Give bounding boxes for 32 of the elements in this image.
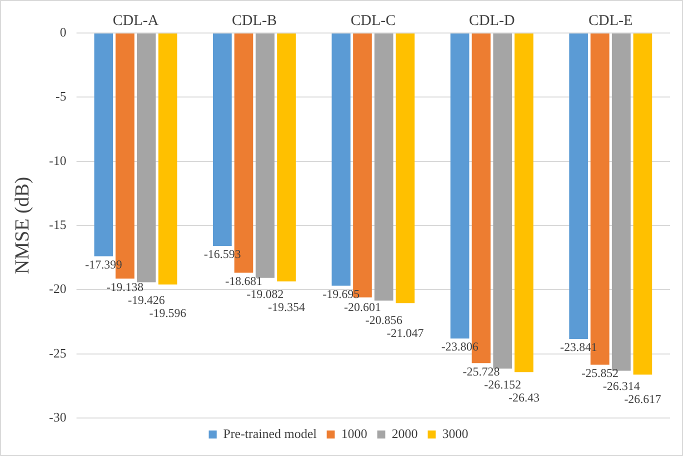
- x-tick-label: CDL-E: [588, 12, 633, 29]
- x-tick-label: CDL-A: [112, 12, 159, 29]
- data-label: -26.617: [624, 392, 662, 406]
- y-tick-label: -25: [48, 345, 66, 360]
- data-label: -26.314: [602, 378, 640, 393]
- data-label: -26.43: [508, 390, 540, 404]
- y-tick-label: -15: [48, 216, 66, 232]
- x-tick-label: CDL-D: [468, 12, 515, 29]
- data-label: -25.728: [462, 364, 500, 378]
- data-label: -19.354: [268, 300, 305, 314]
- y-tick-label: -10: [48, 152, 66, 168]
- y-tick-label: -5: [55, 88, 66, 104]
- legend-label: 1000: [341, 426, 368, 441]
- data-label: -25.852: [581, 366, 618, 380]
- y-tick-label: -20: [48, 281, 66, 296]
- data-label: -26.152: [484, 377, 522, 392]
- x-tick-label: CDL-B: [232, 12, 277, 29]
- data-label: -19.426: [128, 292, 165, 307]
- data-label: -21.047: [386, 326, 424, 340]
- data-label: -19.082: [246, 286, 284, 301]
- legend-label: 3000: [442, 426, 468, 441]
- data-label: -18.681: [225, 274, 262, 288]
- data-label: -19.138: [106, 280, 144, 294]
- data-label: -19.596: [149, 306, 186, 320]
- x-tick-label: CDL-C: [350, 12, 396, 29]
- y-tick-label: 0: [60, 24, 66, 40]
- y-tick-label: -30: [48, 409, 66, 424]
- y-axis-title: NMSE (dB): [11, 176, 34, 274]
- legend-label: 2000: [392, 426, 418, 441]
- legend-label: Pre-trained model: [223, 426, 318, 441]
- data-label: -20.856: [365, 312, 402, 327]
- data-label: -20.601: [344, 300, 381, 314]
